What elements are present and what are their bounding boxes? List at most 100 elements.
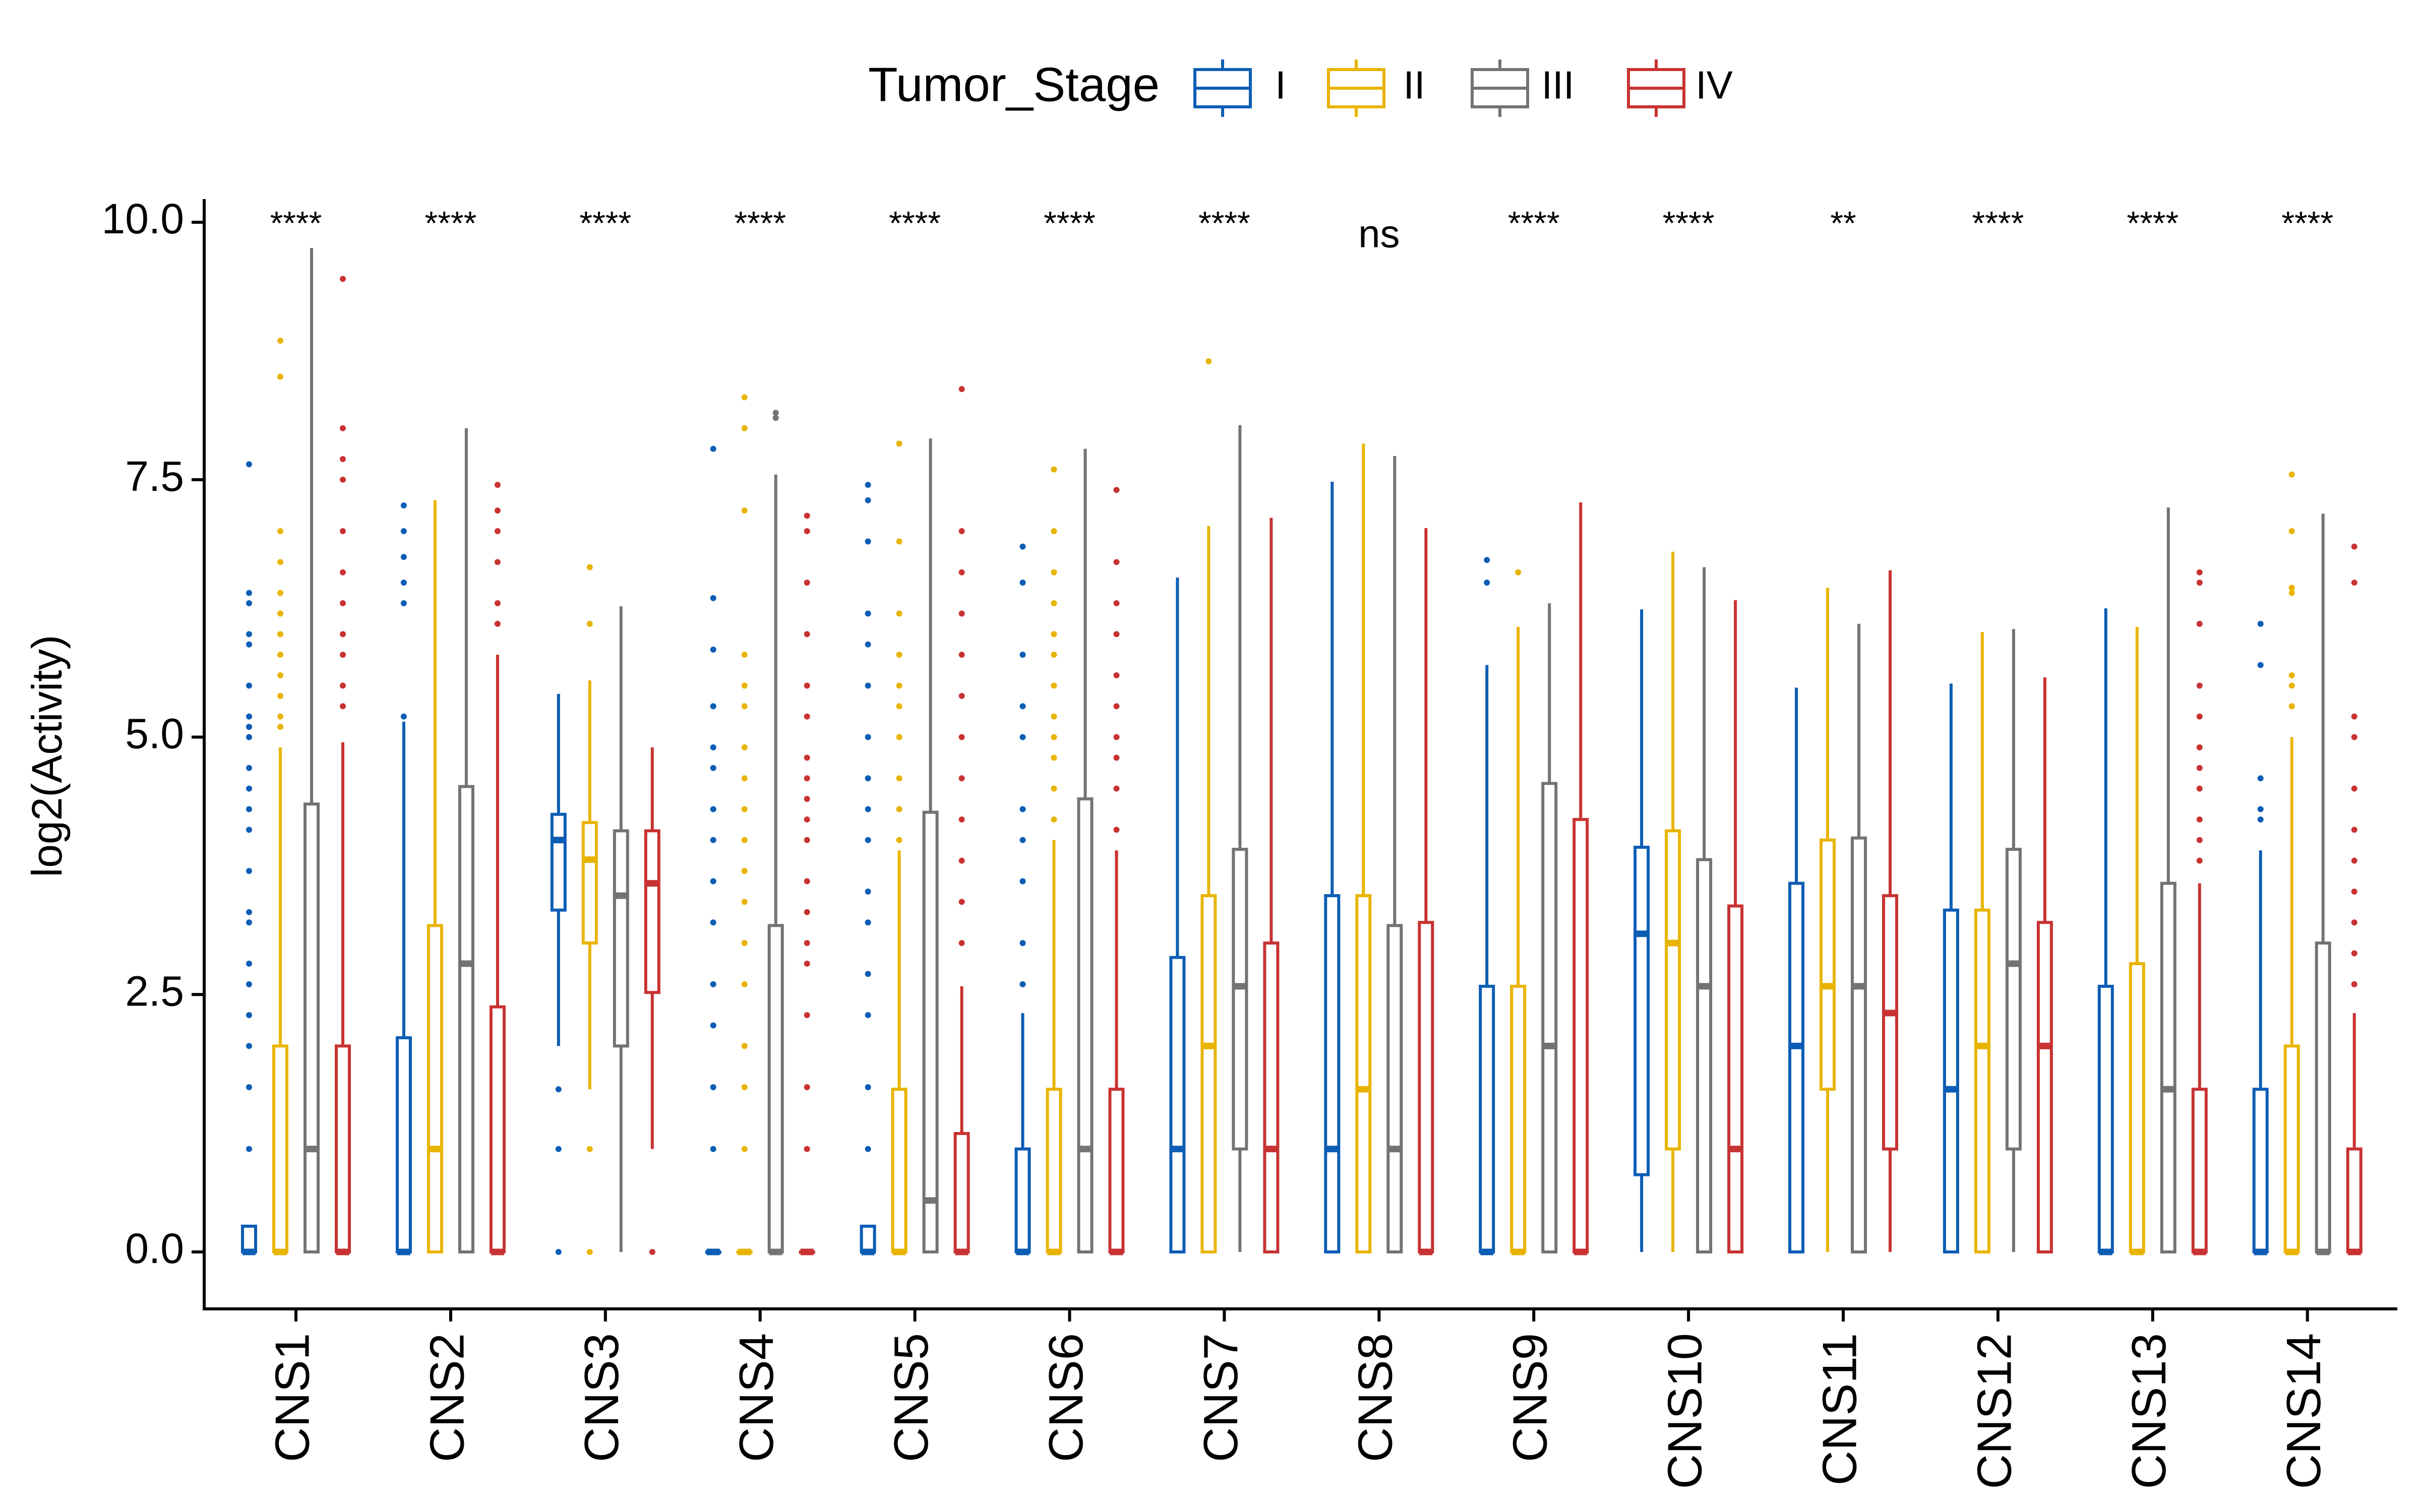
box-cns13-stage-i <box>2097 608 2114 1255</box>
outlier-point <box>958 652 965 658</box>
significance-label: **** <box>1198 204 1250 241</box>
significance-label: **** <box>1508 204 1560 241</box>
outlier-point <box>586 564 593 571</box>
outlier-point <box>865 1084 871 1091</box>
outlier-point <box>400 502 407 509</box>
outlier-point <box>741 1146 748 1152</box>
x-tick-label: CNS5 <box>884 1333 938 1462</box>
outlier-point <box>2257 816 2264 823</box>
outlier-point <box>710 1022 716 1029</box>
outlier-point <box>2351 857 2357 864</box>
outlier-point <box>555 1249 562 1255</box>
box-cns2-stage-ii <box>427 500 443 1253</box>
outlier-point <box>958 528 965 534</box>
outlier-point <box>1019 878 1026 885</box>
box-iqr <box>1974 908 1990 1253</box>
outlier-point <box>340 425 346 431</box>
outlier-point <box>2288 528 2295 534</box>
outlier-point <box>246 734 252 740</box>
box-cns13-stage-ii <box>2129 626 2145 1255</box>
outlier-point <box>1113 703 1120 710</box>
outlier-point <box>494 559 501 565</box>
box-cns13-stage-iii <box>2160 507 2176 1253</box>
box-iqr <box>1541 782 1558 1254</box>
x-tick-label: CNS13 <box>2122 1333 2176 1489</box>
box-group-cns3 <box>550 564 660 1255</box>
outlier-point <box>2196 837 2203 843</box>
outlier-point <box>246 590 252 596</box>
outlier-point <box>494 508 501 514</box>
outlier-point <box>2257 806 2264 812</box>
outlier-point <box>246 868 252 874</box>
outlier-point <box>277 373 283 380</box>
significance-label: **** <box>2127 204 2179 241</box>
outlier-point <box>340 703 346 710</box>
plot-area: **** **** **** **** **** **** **** ns **** **** **… <box>241 204 2363 1255</box>
x-tick-label: CNS6 <box>1039 1333 1093 1462</box>
outlier-point <box>340 476 346 483</box>
outlier-point <box>896 652 902 658</box>
significance-label: **** <box>579 204 631 241</box>
box-iqr <box>1665 829 1681 1151</box>
box-group-cns10 <box>1634 551 1744 1253</box>
box-cns1-stage-ii <box>272 337 288 1255</box>
outlier-point <box>246 919 252 926</box>
box-iqr <box>427 924 443 1253</box>
x-tick-label: CNS12 <box>1967 1333 2021 1489</box>
outlier-point <box>865 888 871 895</box>
outlier-point <box>1113 785 1120 792</box>
box-cns10-stage-iv <box>1727 600 1744 1253</box>
outlier-point <box>804 631 810 638</box>
legend-key <box>1471 59 1529 117</box>
outlier-point <box>1051 682 1057 689</box>
outlier-point <box>340 276 346 282</box>
outlier-point <box>494 620 501 627</box>
outlier-point <box>2196 580 2203 586</box>
outlier-point <box>804 960 810 967</box>
outlier-point <box>246 713 252 720</box>
outlier-point <box>649 1249 655 1255</box>
outlier-point <box>1051 600 1057 606</box>
y-tick-label: 7.5 <box>125 453 184 500</box>
outlier-point <box>494 481 501 488</box>
outlier-point <box>400 713 407 720</box>
outlier-point <box>2288 672 2295 678</box>
outlier-point <box>246 981 252 987</box>
box-group-cns6 <box>1014 449 1125 1255</box>
outlier-point <box>1113 559 1120 565</box>
legend-entry-label: I <box>1275 63 1286 107</box>
box-cns13-stage-iv <box>2191 569 2208 1255</box>
outlier-point <box>400 528 407 534</box>
outlier-point <box>2288 471 2295 478</box>
outlier-point <box>494 600 501 606</box>
outlier-point <box>865 497 871 503</box>
outlier-point <box>2351 713 2357 720</box>
outlier-point <box>246 641 252 648</box>
outlier-point <box>710 1146 716 1152</box>
outlier-point <box>741 806 748 812</box>
box-cns2-stage-iii <box>458 428 474 1253</box>
box-group-cns14 <box>2252 471 2363 1255</box>
outlier-point <box>710 1084 716 1091</box>
y-ticks: 0.0 2.5 5.0 7.5 10.0 <box>102 195 204 1272</box>
outlier-point <box>1019 652 1026 658</box>
box-iqr <box>1851 836 1867 1253</box>
outlier-point <box>246 785 252 792</box>
outlier-point <box>277 337 283 344</box>
significance-label: **** <box>889 204 941 241</box>
outlier-point <box>804 1012 810 1019</box>
outlier-point <box>958 386 965 392</box>
box-cns9-stage-ii <box>1510 569 1527 1255</box>
box-cns12-stage-i <box>1943 683 1959 1253</box>
outlier-point <box>2351 888 2357 895</box>
y-tick-label: 10.0 <box>102 195 185 242</box>
outlier-point <box>865 971 871 977</box>
outlier-point <box>340 600 346 606</box>
x-tick-label: CNS7 <box>1194 1333 1248 1462</box>
outlier-point <box>710 446 716 452</box>
outlier-point <box>1051 785 1057 792</box>
outlier-point <box>1051 816 1057 823</box>
box-cns8-stage-ii <box>1355 444 1372 1253</box>
outlier-point <box>2196 785 2203 792</box>
